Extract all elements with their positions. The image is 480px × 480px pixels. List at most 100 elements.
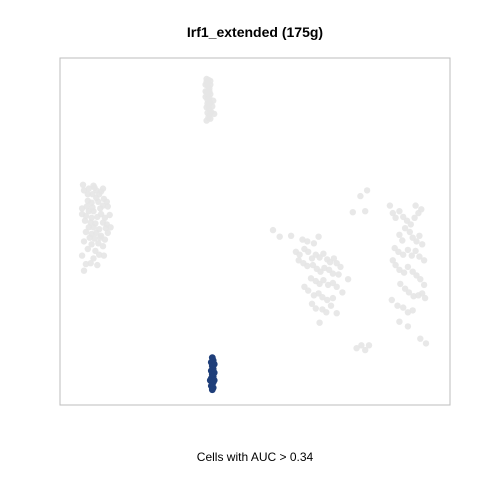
inactive-cell-point: [416, 232, 423, 239]
inactive-cell-point: [80, 267, 88, 274]
inactive-cell-point: [295, 257, 302, 264]
inactive-cell-point: [335, 271, 342, 278]
inactive-cell-point: [324, 281, 332, 289]
inactive-cell-point: [95, 198, 102, 205]
inactive-cell-point: [207, 115, 214, 122]
inactive-cell-point: [406, 228, 413, 236]
inactive-cell-point: [304, 238, 311, 245]
inactive-cell-point: [395, 248, 402, 255]
inactive-cell-point: [211, 110, 218, 118]
inactive-cell-point: [392, 214, 399, 221]
inactive-cell-point: [94, 261, 101, 269]
inactive-cell-point: [305, 287, 312, 294]
inactive-cell-point: [99, 202, 107, 209]
inactive-cell-point: [93, 229, 100, 237]
inactive-cell-point: [420, 281, 428, 289]
inactive-cell-point: [104, 203, 112, 210]
inactive-cell-point: [329, 294, 337, 302]
inactive-cell-point: [100, 252, 108, 259]
inactive-cell-point: [82, 228, 90, 236]
inactive-cell-point: [101, 236, 109, 243]
inactive-cell-point: [404, 263, 412, 271]
active-cell-point: [208, 386, 216, 394]
inactive-cell-point: [316, 319, 323, 326]
inactive-cell-point: [413, 238, 420, 245]
chart-caption: Cells with AUC > 0.34: [197, 450, 314, 464]
inactive-cell-point: [400, 269, 408, 276]
inactive-cell-point: [418, 206, 425, 213]
inactive-cell-point: [320, 277, 327, 284]
inactive-cell-point: [86, 234, 93, 241]
inactive-cell-point: [358, 342, 365, 349]
inactive-cell-point: [82, 212, 90, 220]
inactive-cell-point: [305, 248, 312, 255]
inactive-cell-point: [210, 97, 217, 104]
inactive-cell-point: [396, 231, 403, 238]
inactive-cell-point: [207, 81, 214, 88]
inactive-cell-point: [344, 276, 352, 283]
inactive-cell-point: [324, 296, 331, 304]
inactive-cell-point: [90, 224, 97, 231]
inactive-cell-point: [319, 294, 326, 301]
chart-title: Irf1_extended (175g): [187, 24, 323, 40]
inactive-cell-point: [333, 310, 340, 317]
inactive-cell-point: [407, 221, 414, 228]
inactive-cell-point: [107, 224, 114, 231]
inactive-cell-point: [84, 191, 92, 198]
inactive-cell-point: [287, 232, 295, 239]
inactive-cell-point: [417, 335, 424, 342]
inactive-cell-point: [417, 276, 424, 283]
inactive-cell-point: [315, 233, 322, 240]
inactive-cell-point: [394, 302, 401, 309]
inactive-cell-point: [404, 246, 412, 254]
inactive-cell-point: [410, 293, 417, 300]
inactive-cell-point: [412, 247, 419, 255]
inactive-cell-point: [357, 192, 364, 200]
inactive-cell-point: [363, 187, 371, 194]
inactive-cell-point: [416, 253, 423, 260]
inactive-cell-point: [304, 262, 311, 270]
inactive-cell-point: [365, 342, 373, 349]
inactive-cell-point: [362, 208, 369, 215]
inactive-cell-point: [85, 185, 93, 192]
inactive-cell-point: [276, 233, 283, 240]
inactive-cell-point: [91, 235, 98, 242]
inactive-cell-point: [419, 241, 426, 248]
inactive-cell-point: [85, 208, 93, 215]
inactive-cell-point: [337, 263, 344, 271]
inactive-cell-point: [202, 81, 209, 88]
inactive-cell-point: [79, 181, 87, 188]
inactive-cell-point: [299, 236, 306, 243]
inactive-cell-point: [405, 289, 413, 296]
inactive-cell-point: [386, 202, 394, 209]
inactive-cell-point: [349, 209, 356, 216]
inactive-cell-point: [91, 184, 98, 191]
inactive-cell-point: [203, 75, 210, 83]
inactive-cell-point: [389, 257, 396, 264]
inactive-cell-point: [404, 323, 412, 330]
inactive-cell-point: [80, 238, 88, 245]
inactive-cell-point: [333, 283, 340, 290]
inactive-cell-point: [88, 241, 95, 248]
inactive-cell-point: [404, 309, 412, 316]
inactive-cell-point: [422, 340, 430, 347]
inactive-cell-point: [87, 260, 94, 267]
inactive-cell-point: [320, 250, 327, 257]
inactive-cell-point: [323, 309, 330, 316]
inactive-cell-point: [412, 202, 419, 209]
inactive-cell-point: [106, 211, 113, 219]
inactive-cell-point: [88, 214, 95, 221]
inactive-cell-point: [408, 252, 415, 259]
inactive-cell-point: [419, 290, 426, 297]
inactive-cell-point: [392, 261, 399, 269]
inactive-cell-point: [396, 266, 403, 273]
inactive-cell-point: [269, 226, 277, 234]
inactive-cell-point: [312, 305, 319, 312]
inactive-cell-point: [78, 252, 86, 259]
inactive-cell-point: [327, 302, 335, 309]
inactive-cell-point: [308, 300, 316, 307]
inactive-cell-point: [296, 251, 303, 258]
inactive-cell-point: [396, 208, 403, 215]
inactive-cell-point: [90, 208, 97, 215]
